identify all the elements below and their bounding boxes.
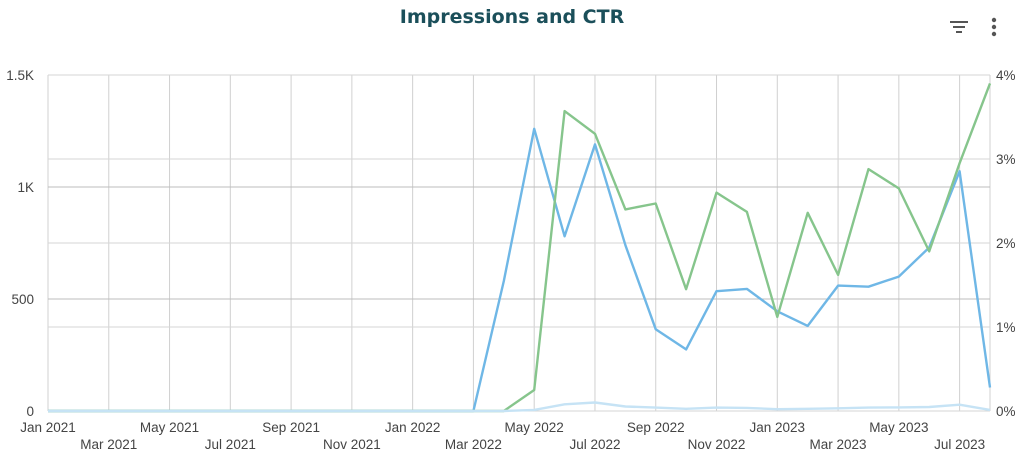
more-vert-icon[interactable] xyxy=(981,14,1007,40)
x-tick-label: Sep 2022 xyxy=(627,420,685,435)
x-tick-label: May 2022 xyxy=(505,420,564,435)
y-right-tick-label: 3% xyxy=(996,152,1016,167)
x-tick-label: May 2023 xyxy=(869,420,928,435)
x-tick-label: Sep 2021 xyxy=(262,420,320,435)
y-left-tick-label: 500 xyxy=(11,292,34,307)
grid-lines xyxy=(47,74,991,412)
x-tick-label: Jul 2021 xyxy=(205,437,256,452)
filter-icon[interactable] xyxy=(946,14,972,40)
y-left-tick-label: 0 xyxy=(26,404,34,419)
series-line-0 xyxy=(48,127,992,413)
series-line-2 xyxy=(48,401,991,413)
x-tick-label: May 2021 xyxy=(140,420,199,435)
y-right-tick-label: 1% xyxy=(996,320,1016,335)
chart-title: Impressions and CTR xyxy=(399,6,625,28)
y-left-tick-label: 1.5K xyxy=(6,68,34,83)
x-tick-label: Nov 2021 xyxy=(323,437,381,452)
y-right-tick-label: 0% xyxy=(996,404,1016,419)
x-tick-label: Mar 2021 xyxy=(80,437,137,452)
series-lines xyxy=(48,82,992,413)
x-tick-label: Mar 2023 xyxy=(810,437,867,452)
x-tick-label: Jan 2021 xyxy=(20,420,76,435)
x-tick-label: Jan 2023 xyxy=(750,420,806,435)
x-tick-label: Mar 2022 xyxy=(445,437,502,452)
series-line-1 xyxy=(48,82,992,413)
y-left-tick-label: 1K xyxy=(17,180,34,195)
x-tick-label: Nov 2022 xyxy=(688,437,746,452)
x-tick-label: Jan 2022 xyxy=(385,420,441,435)
y-right-tick-label: 2% xyxy=(996,236,1016,251)
x-tick-label: Jul 2022 xyxy=(569,437,620,452)
y-right-tick-label: 4% xyxy=(996,68,1016,83)
x-tick-label: Jul 2023 xyxy=(934,437,985,452)
